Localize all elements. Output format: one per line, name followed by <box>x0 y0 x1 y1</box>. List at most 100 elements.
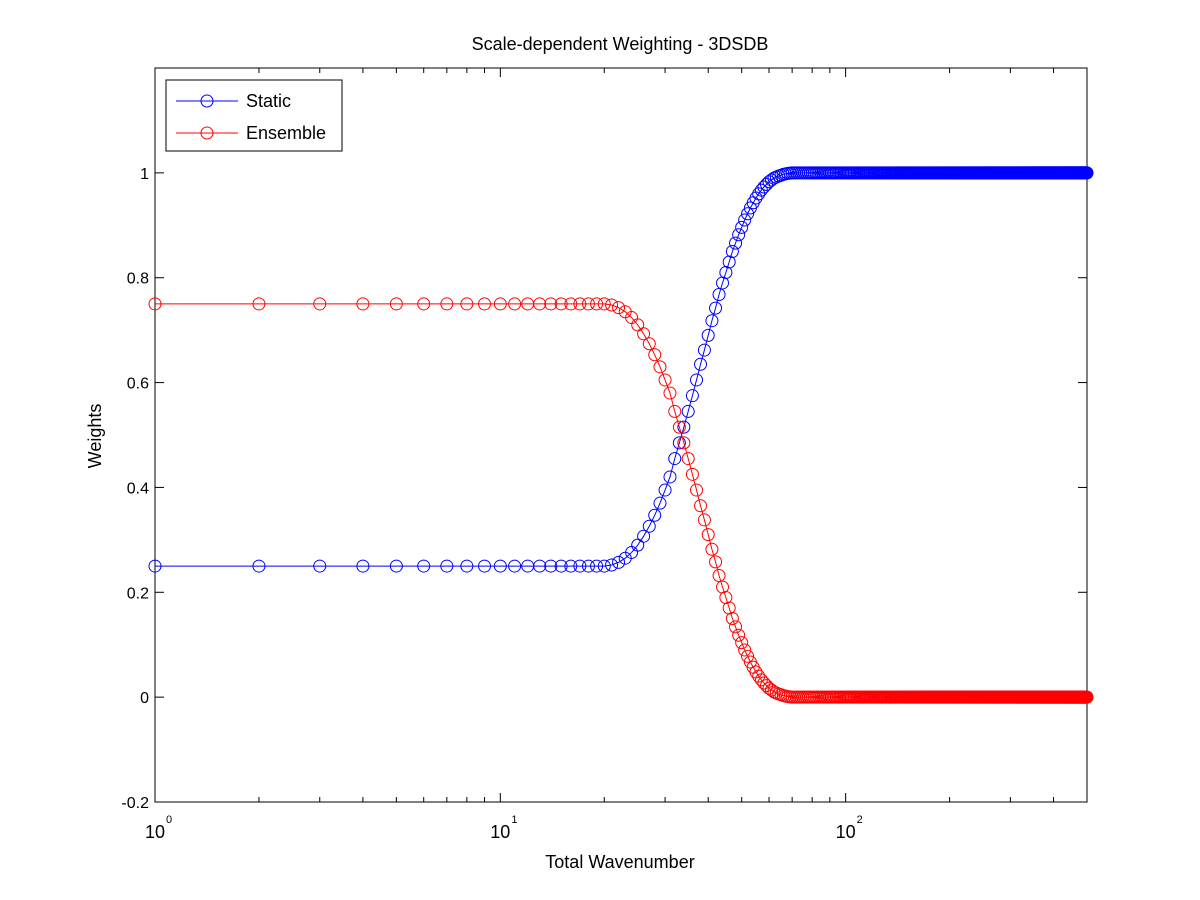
data-point <box>642 519 656 533</box>
series-static <box>148 166 1094 573</box>
x-tick-exponent: 2 <box>857 814 863 826</box>
data-point <box>313 297 327 311</box>
data-point <box>694 499 708 513</box>
legend-item-static: Static <box>176 91 291 111</box>
data-point <box>533 559 547 573</box>
data-point <box>642 337 656 351</box>
data-point <box>605 558 619 572</box>
data-point <box>573 297 587 311</box>
data-point <box>631 318 645 332</box>
data-point <box>252 559 266 573</box>
data-point <box>658 373 672 387</box>
data-point <box>508 559 522 573</box>
data-point <box>709 301 723 315</box>
data-point <box>590 559 604 573</box>
data-point <box>648 348 662 362</box>
data-point <box>252 297 266 311</box>
data-point <box>672 420 686 434</box>
y-tick-label: 0.8 <box>127 271 149 288</box>
data-point <box>741 649 755 663</box>
data-point <box>389 297 403 311</box>
data-point <box>508 297 522 311</box>
data-point <box>694 357 708 371</box>
data-point <box>677 420 691 434</box>
data-point <box>581 559 595 573</box>
series-layer <box>148 166 1094 704</box>
data-point <box>417 559 431 573</box>
data-point <box>597 297 611 311</box>
data-point <box>460 297 474 311</box>
data-point <box>493 297 507 311</box>
data-point <box>668 452 682 466</box>
data-point <box>658 483 672 497</box>
legend-box <box>165 79 343 152</box>
data-point <box>725 245 739 258</box>
x-tick-label: 10 <box>145 822 165 842</box>
data-point <box>729 236 743 250</box>
data-point <box>605 298 619 312</box>
data-point <box>440 297 454 311</box>
data-point <box>356 559 370 573</box>
data-point <box>752 187 766 201</box>
x-tick-label: 10 <box>836 822 856 842</box>
data-point <box>554 297 568 311</box>
data-point <box>685 467 699 481</box>
data-point <box>762 681 776 695</box>
data-point <box>460 559 474 573</box>
data-point <box>573 559 587 573</box>
data-point <box>389 559 403 573</box>
data-point <box>663 386 677 400</box>
data-point <box>738 643 752 657</box>
data-point <box>148 559 162 573</box>
data-point <box>533 297 547 311</box>
chart-title: Scale-dependent Weighting - 3DSDB <box>472 34 769 54</box>
data-point <box>356 297 370 311</box>
data-point <box>564 297 578 311</box>
y-tick-label: -0.2 <box>121 795 149 812</box>
data-point <box>735 220 749 234</box>
data-point <box>709 555 723 569</box>
legend-label: Static <box>246 91 291 111</box>
series-ensemble <box>148 297 1094 704</box>
data-point <box>653 496 667 510</box>
data-point <box>705 542 719 556</box>
legend-marker <box>200 126 214 140</box>
data-point <box>493 559 507 573</box>
data-point <box>554 559 568 573</box>
data-point <box>701 528 715 542</box>
data-point <box>440 559 454 573</box>
data-point <box>313 559 327 573</box>
data-point <box>732 228 746 242</box>
data-point <box>738 213 752 227</box>
data-point <box>663 470 677 484</box>
x-tick-label: 10 <box>490 822 510 842</box>
plot-frame <box>154 67 1088 803</box>
x-tick-exponent: 0 <box>166 814 172 826</box>
y-tick-label: 0.4 <box>127 480 149 497</box>
data-point <box>637 327 651 341</box>
data-point <box>648 508 662 522</box>
data-point <box>544 559 558 573</box>
data-point <box>712 287 726 301</box>
data-point <box>590 297 604 311</box>
data-point <box>690 483 704 497</box>
data-point <box>148 297 162 311</box>
data-point <box>741 207 755 221</box>
y-tick-label: 0.2 <box>127 585 149 602</box>
data-point <box>735 636 749 650</box>
legend-label: Ensemble <box>246 123 326 143</box>
data-point <box>637 529 651 543</box>
data-point <box>732 628 746 642</box>
data-point <box>697 513 711 527</box>
data-point <box>697 343 711 357</box>
data-point <box>631 538 645 552</box>
y-tick-label: 0 <box>140 690 149 707</box>
y-axis-label: Weights <box>85 404 105 469</box>
data-point <box>729 620 743 634</box>
y-tick-label: 0.6 <box>127 376 149 393</box>
data-point <box>701 328 715 342</box>
data-point <box>677 436 691 450</box>
data-point <box>672 436 686 450</box>
